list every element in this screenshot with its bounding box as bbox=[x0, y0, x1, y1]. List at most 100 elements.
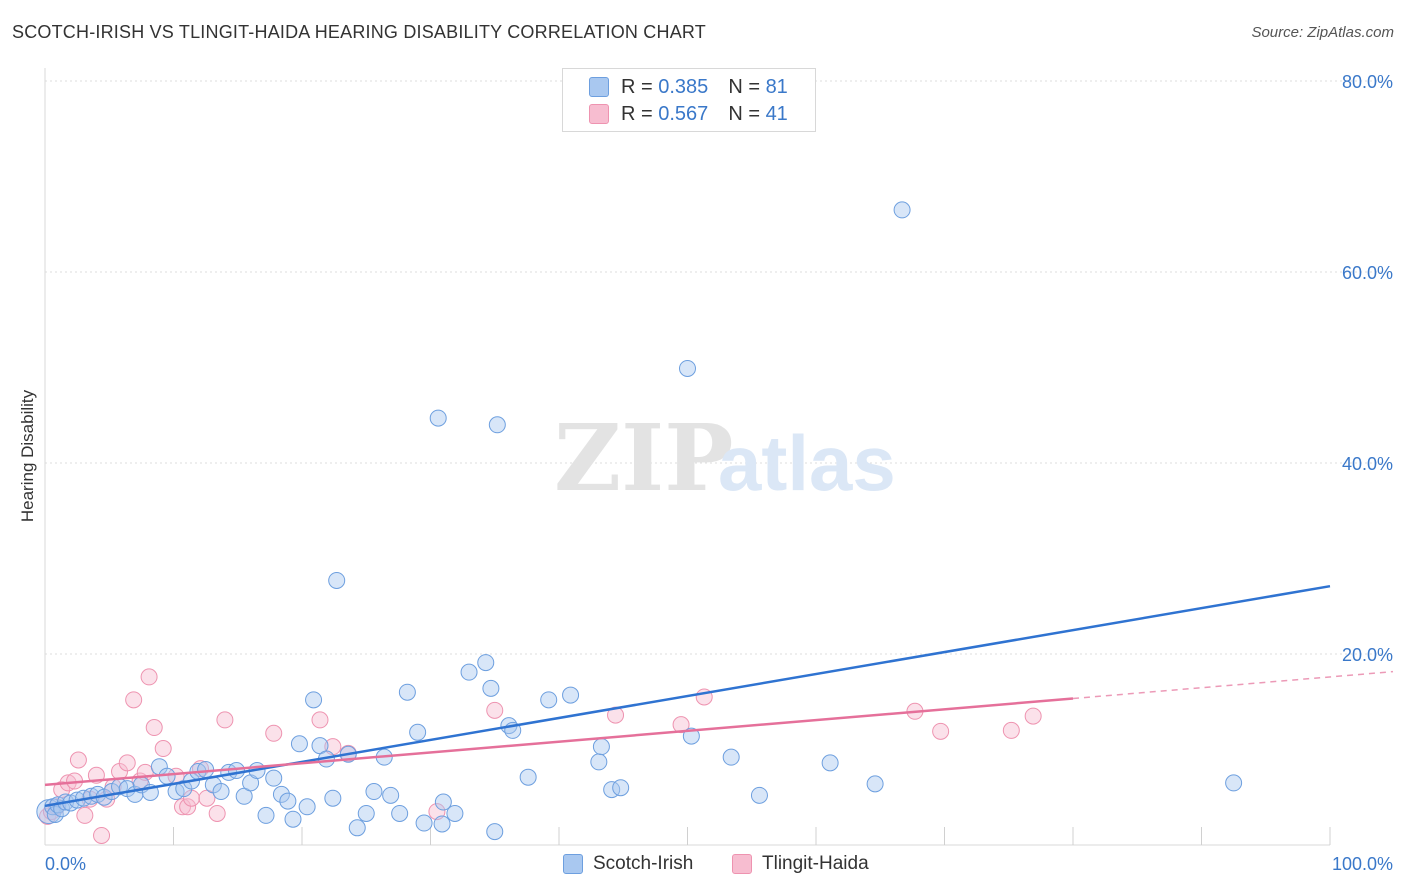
scotch-irish-point bbox=[391, 804, 409, 822]
scotch-irish-point bbox=[429, 409, 447, 427]
scotch-irish-point bbox=[1225, 774, 1243, 792]
scotch-irish-point bbox=[519, 768, 537, 786]
y-tick-label: 40.0% bbox=[1342, 454, 1393, 474]
tlingit-haida-point bbox=[145, 719, 163, 737]
scotch-irish-point bbox=[290, 735, 308, 753]
tlingit-haida-point bbox=[265, 724, 283, 742]
tlingit-haida-point bbox=[1024, 707, 1042, 725]
scotch-irish-point bbox=[46, 805, 64, 823]
tlingit-haida-points bbox=[39, 668, 1042, 844]
legend-n-value: 41 bbox=[765, 102, 788, 125]
scotch-irish-point bbox=[365, 783, 383, 801]
tlingit-haida-point bbox=[173, 798, 191, 816]
scotch-irish-point bbox=[540, 691, 558, 709]
tlingit-haida-point bbox=[118, 754, 136, 772]
scotch-irish-point bbox=[415, 814, 433, 832]
legend-n-label: N = bbox=[728, 75, 760, 98]
scotch-irish-point bbox=[382, 786, 400, 804]
scotch-irish-point bbox=[328, 571, 346, 589]
scotch-irish-point bbox=[446, 804, 464, 822]
scotch-irish-point bbox=[298, 798, 316, 816]
watermark-zip: ZIP bbox=[554, 404, 733, 512]
legend-r-label: R = bbox=[621, 102, 653, 125]
series-legend-scotch-irish[interactable]: Scotch-Irish bbox=[563, 852, 693, 876]
chart-title: SCOTCH-IRISH VS TLINGIT-HAIDA HEARING DI… bbox=[12, 22, 706, 42]
scotch-irish-point bbox=[893, 201, 911, 219]
source-credit: Source: ZipAtlas.com bbox=[1251, 24, 1394, 41]
gridlines bbox=[45, 80, 1393, 655]
series-legend-tlingit-haida[interactable]: Tlingit-Haida bbox=[732, 852, 869, 876]
scotch-irish-point bbox=[477, 654, 495, 672]
tlingit-haida-point bbox=[69, 751, 87, 769]
watermark-atlas: atlas bbox=[718, 419, 896, 507]
scotch-irish-point bbox=[866, 775, 884, 793]
trend-line-tlingit-haida bbox=[44, 697, 1074, 787]
trend-lines bbox=[44, 584, 1394, 808]
y-tick-labels: 20.0% 40.0% 60.0% 80.0% bbox=[1342, 72, 1393, 665]
scotch-irish-point bbox=[434, 793, 452, 811]
scotch-irish-point bbox=[821, 754, 839, 772]
scotch-irish-point bbox=[257, 806, 275, 824]
scotch-irish-point bbox=[460, 663, 478, 681]
scotch-irish-point bbox=[348, 819, 366, 837]
scotch-irish-point bbox=[284, 810, 302, 828]
series-swatch-scotch-irish bbox=[563, 854, 583, 874]
scotch-irish-point bbox=[482, 679, 500, 697]
scotch-irish-point bbox=[590, 753, 608, 771]
scotch-irish-point bbox=[592, 738, 610, 756]
series-swatch-tlingit-haida bbox=[732, 854, 752, 874]
legend-row-scotch-irish: R = 0.385 N = 81 bbox=[589, 75, 788, 99]
legend-r-label: R = bbox=[621, 75, 653, 98]
scotch-irish-point bbox=[409, 723, 427, 741]
y-tick-label: 80.0% bbox=[1342, 72, 1393, 92]
x-ticks bbox=[173, 827, 1331, 845]
legend-n-label: N = bbox=[728, 102, 760, 125]
scotch-irish-point bbox=[324, 789, 342, 807]
legend-r-value: 0.567 bbox=[658, 102, 709, 125]
series-label-tlingit-haida: Tlingit-Haida bbox=[762, 853, 869, 874]
tlingit-haida-point bbox=[932, 722, 950, 740]
scotch-irish-point bbox=[272, 785, 290, 803]
scotch-irish-point bbox=[212, 783, 230, 801]
y-tick-label: 60.0% bbox=[1342, 263, 1393, 283]
scotch-irish-points bbox=[36, 201, 1243, 841]
scotch-irish-point bbox=[488, 416, 506, 434]
scotch-irish-point bbox=[612, 779, 630, 797]
scotch-irish-point bbox=[433, 815, 451, 833]
scotch-irish-point bbox=[227, 762, 245, 780]
scotch-irish-point bbox=[562, 686, 580, 704]
tlingit-haida-point bbox=[311, 711, 329, 729]
tlingit-haida-point bbox=[208, 804, 226, 822]
tlingit-haida-point bbox=[125, 691, 143, 709]
series-label-scotch-irish: Scotch-Irish bbox=[593, 853, 694, 874]
x-tick-label-max: 100.0% bbox=[1332, 854, 1393, 874]
scotch-irish-point bbox=[679, 359, 696, 377]
tlingit-haida-point bbox=[93, 826, 111, 844]
tlingit-haida-point bbox=[154, 740, 172, 758]
x-tick-label-min: 0.0% bbox=[45, 854, 86, 874]
tlingit-haida-point bbox=[76, 806, 94, 824]
scotch-irish-point bbox=[265, 769, 283, 787]
legend-swatch-tlingit-haida bbox=[589, 104, 609, 124]
scotch-irish-point bbox=[305, 691, 323, 709]
scotch-irish-point bbox=[357, 804, 375, 822]
tlingit-haida-point bbox=[216, 711, 234, 729]
scotch-irish-point bbox=[486, 823, 504, 841]
trend-line-scotch-irish bbox=[44, 584, 1331, 808]
tlingit-haida-point bbox=[140, 668, 158, 686]
scotch-irish-point bbox=[279, 792, 297, 810]
tlingit-haida-point bbox=[486, 701, 504, 719]
scotch-irish-point bbox=[197, 761, 215, 779]
tlingit-haida-point bbox=[1002, 721, 1020, 739]
y-tick-label: 20.0% bbox=[1342, 645, 1393, 665]
legend-n-value: 81 bbox=[765, 75, 788, 98]
scotch-irish-point bbox=[722, 748, 740, 766]
legend-swatch-scotch-irish bbox=[589, 77, 609, 97]
legend-r-value: 0.385 bbox=[658, 75, 709, 98]
stats-legend: R = 0.385 N = 81 R = 0.567 N = 41 bbox=[562, 68, 816, 132]
tlingit-haida-point bbox=[179, 798, 197, 816]
legend-row-tlingit-haida: R = 0.567 N = 41 bbox=[589, 102, 788, 126]
scotch-irish-point bbox=[398, 683, 416, 701]
trend-line-extension-tlingit-haida bbox=[1072, 670, 1394, 700]
